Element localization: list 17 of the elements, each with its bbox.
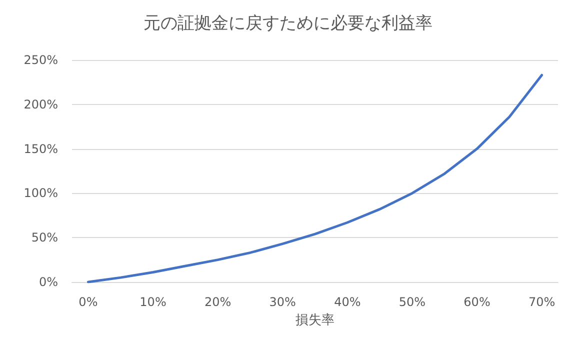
x-tick-label: 40% [334, 295, 361, 309]
y-tick-label: 0% [38, 275, 58, 289]
x-tick-label: 60% [464, 295, 490, 309]
y-tick-label: 150% [24, 142, 58, 156]
x-tick-label: 20% [204, 295, 232, 309]
line-series [86, 74, 544, 284]
x-tick-label: 0% [78, 295, 98, 309]
x-tick-label: 50% [398, 295, 426, 309]
x-tick-label: 30% [269, 295, 296, 309]
x-axis-title: 損失率 [296, 312, 334, 328]
y-tick-label: 200% [24, 97, 58, 112]
chart-title: 元の証拠金に戻すために必要な利益率 [144, 14, 432, 34]
y-tick-label: 250% [24, 53, 58, 67]
y-tick-label: 50% [31, 230, 58, 245]
x-tick-label: 70% [528, 295, 556, 309]
y-tick-label: 100% [24, 186, 58, 200]
x-tick-label: 10% [140, 295, 166, 309]
